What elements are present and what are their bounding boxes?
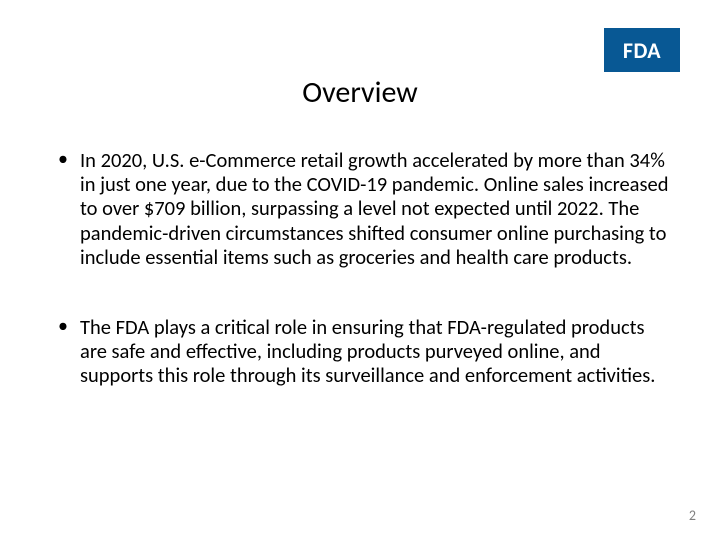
- fda-logo: FDA: [604, 28, 680, 72]
- slide-title: Overview: [0, 74, 720, 111]
- bullet-item: The FDA plays a critical role in ensurin…: [58, 315, 670, 388]
- bullet-item: In 2020, U.S. e-Commerce retail growth a…: [58, 148, 670, 269]
- slide: FDA Overview In 2020, U.S. e-Commerce re…: [0, 0, 720, 540]
- fda-logo-text: FDA: [623, 37, 661, 64]
- slide-body: In 2020, U.S. e-Commerce retail growth a…: [58, 148, 670, 434]
- page-number: 2: [689, 507, 696, 524]
- bullet-list: In 2020, U.S. e-Commerce retail growth a…: [58, 148, 670, 388]
